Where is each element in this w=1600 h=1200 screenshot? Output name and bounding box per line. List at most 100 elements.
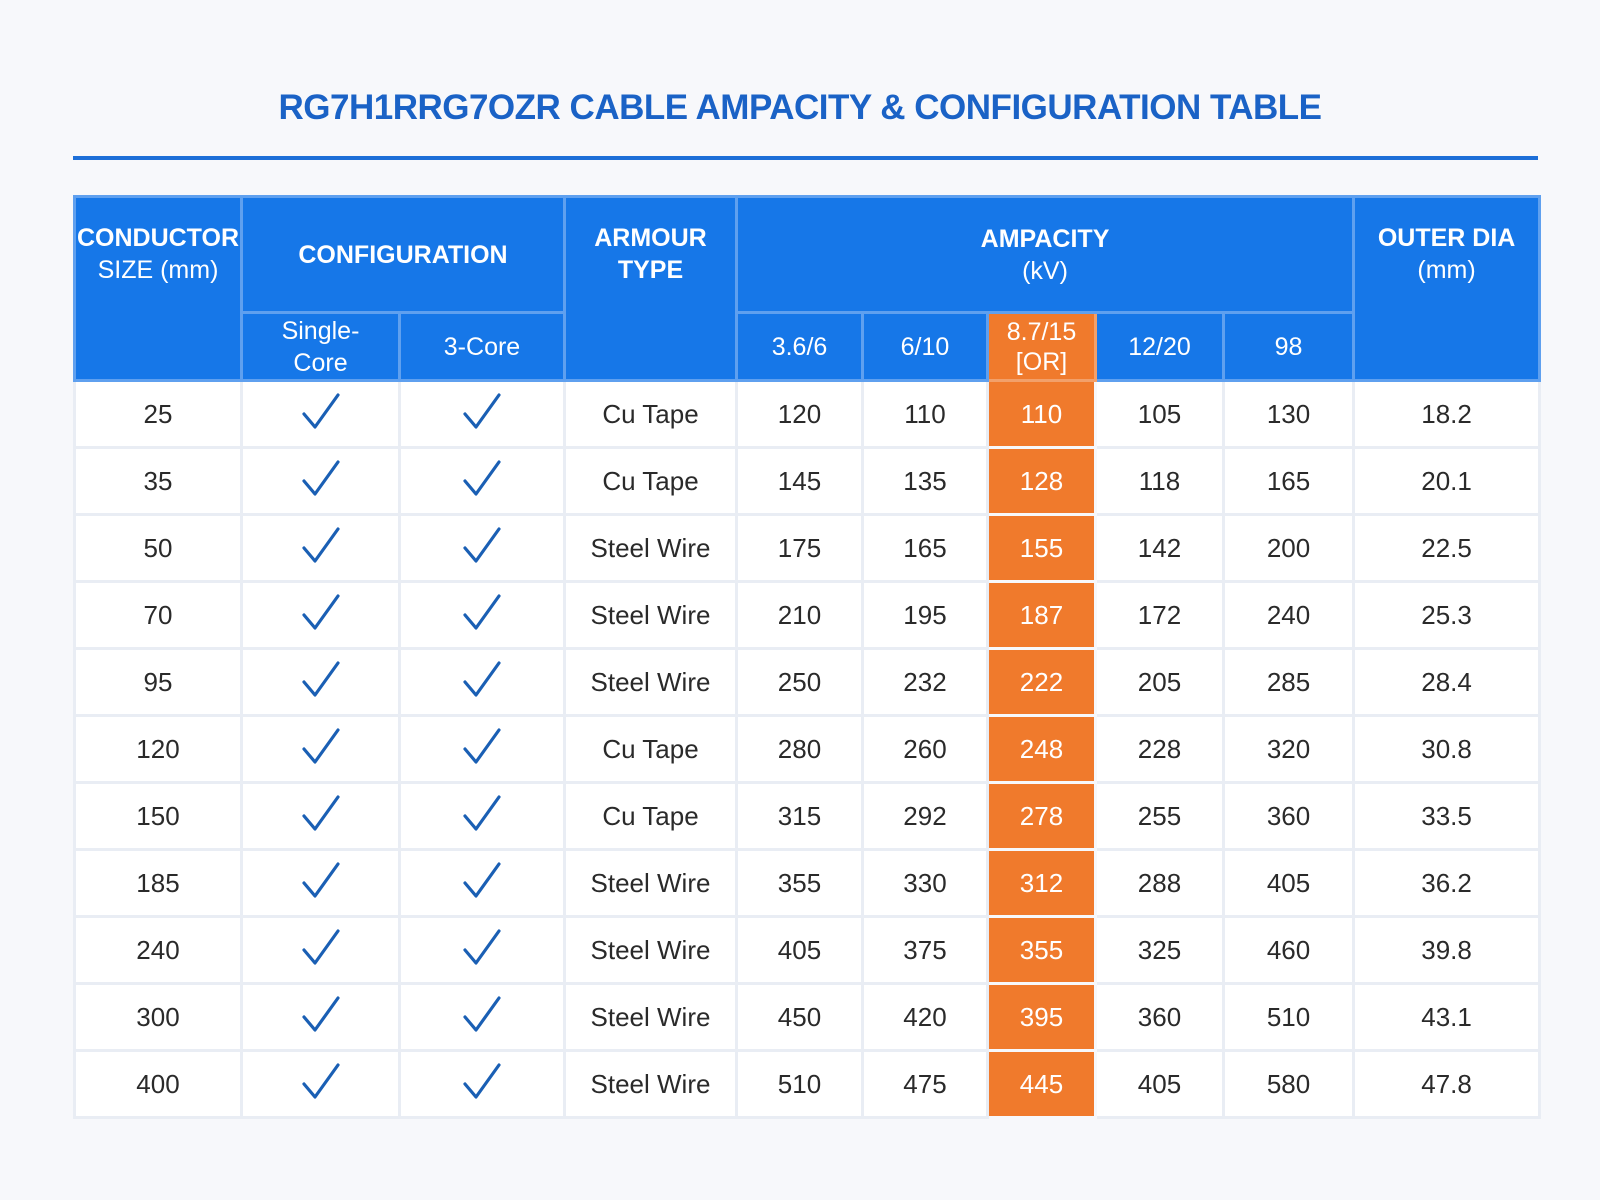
cell-conductor-size: 185 — [73, 848, 243, 918]
checkmark-icon — [301, 660, 340, 697]
checkmark-icon — [301, 459, 340, 496]
cell-amp-3-6-6: 250 — [735, 647, 864, 717]
checkmark-icon — [463, 1062, 501, 1099]
cell-outer-dia: 28.4 — [1352, 647, 1542, 717]
header-conductor-size: CONDUCTOR SIZE (mm) — [73, 195, 243, 382]
cell-armour-type: Steel Wire — [563, 647, 738, 717]
header-three-core: 3-Core — [398, 311, 566, 382]
checkmark-icon — [463, 928, 501, 965]
cell-single-core — [240, 848, 401, 918]
cell-three-core — [398, 982, 566, 1052]
cell-amp-8-7-15: 187 — [986, 580, 1097, 650]
table-row: 50 Steel Wire 175 165 155 142 200 22.5 — [73, 513, 1542, 583]
cell-armour-type: Steel Wire — [563, 915, 738, 985]
cell-three-core — [398, 446, 566, 516]
cell-amp-98: 285 — [1221, 647, 1356, 717]
table-row: 25 Cu Tape 120 110 110 105 130 18.2 — [73, 379, 1542, 449]
page-title: RG7H1RRG7OZR CABLE AMPACITY & CONFIGURAT… — [0, 88, 1600, 128]
cell-amp-6-10: 135 — [861, 446, 989, 516]
header-voltage-12-20: 12/20 — [1094, 311, 1225, 382]
cell-amp-8-7-15: 155 — [986, 513, 1097, 583]
cell-amp-12-20: 405 — [1094, 1049, 1225, 1119]
cell-three-core — [398, 379, 566, 449]
cell-amp-12-20: 105 — [1094, 379, 1225, 449]
cell-single-core — [240, 446, 401, 516]
cell-amp-8-7-15: 128 — [986, 446, 1097, 516]
cell-conductor-size: 400 — [73, 1049, 243, 1119]
cell-armour-type: Cu Tape — [563, 379, 738, 449]
cell-outer-dia: 47.8 — [1352, 1049, 1542, 1119]
cell-conductor-size: 35 — [73, 446, 243, 516]
cell-amp-6-10: 420 — [861, 982, 989, 1052]
checkmark-icon — [463, 593, 501, 630]
cell-amp-98: 165 — [1221, 446, 1356, 516]
header-ampacity: AMPACITY (kV) — [734, 195, 1356, 314]
cell-armour-type: Cu Tape — [563, 714, 738, 784]
checkmark-icon — [301, 861, 340, 898]
cell-amp-3-6-6: 510 — [735, 1049, 864, 1119]
cell-armour-type: Steel Wire — [563, 1049, 738, 1119]
header-voltage-6-10: 6/10 — [861, 311, 989, 382]
cell-amp-3-6-6: 145 — [735, 446, 864, 516]
title-underline — [73, 156, 1538, 160]
cell-outer-dia: 39.8 — [1352, 915, 1542, 985]
cell-single-core — [240, 580, 401, 650]
checkmark-icon — [301, 928, 340, 965]
title-right: RG7OZR CABLE AMPACITY & CONFIGURATION TA… — [417, 88, 1322, 127]
cell-amp-8-7-15: 395 — [986, 982, 1097, 1052]
checkmark-icon — [301, 794, 340, 831]
cell-amp-8-7-15: 312 — [986, 848, 1097, 918]
cell-amp-3-6-6: 280 — [735, 714, 864, 784]
cell-armour-type: Steel Wire — [563, 580, 738, 650]
table-row: 185 Steel Wire 355 330 312 288 405 36.2 — [73, 848, 1542, 918]
cell-amp-98: 320 — [1221, 714, 1356, 784]
cell-outer-dia: 36.2 — [1352, 848, 1542, 918]
cell-amp-6-10: 260 — [861, 714, 989, 784]
cell-amp-12-20: 142 — [1094, 513, 1225, 583]
checkmark-icon — [463, 392, 501, 429]
checkmark-icon — [463, 660, 501, 697]
cell-amp-6-10: 110 — [861, 379, 989, 449]
cell-amp-6-10: 195 — [861, 580, 989, 650]
cell-single-core — [240, 647, 401, 717]
cell-amp-3-6-6: 405 — [735, 915, 864, 985]
cell-armour-type: Cu Tape — [563, 446, 738, 516]
cell-three-core — [398, 915, 566, 985]
cell-three-core — [398, 1049, 566, 1119]
header-outer-dia: OUTER DIA (mm) — [1352, 195, 1542, 382]
cell-conductor-size: 150 — [73, 781, 243, 851]
cell-amp-3-6-6: 355 — [735, 848, 864, 918]
table-row: 70 Steel Wire 210 195 187 172 240 25.3 — [73, 580, 1542, 650]
cell-armour-type: Cu Tape — [563, 781, 738, 851]
checkmark-icon — [301, 995, 340, 1032]
cell-conductor-size: 240 — [73, 915, 243, 985]
cell-single-core — [240, 513, 401, 583]
cell-amp-8-7-15: 355 — [986, 915, 1097, 985]
cell-amp-12-20: 118 — [1094, 446, 1225, 516]
cell-amp-6-10: 475 — [861, 1049, 989, 1119]
cell-amp-8-7-15: 110 — [986, 379, 1097, 449]
checkmark-icon — [463, 526, 501, 563]
cell-conductor-size: 70 — [73, 580, 243, 650]
cell-outer-dia: 20.1 — [1352, 446, 1542, 516]
cell-outer-dia: 43.1 — [1352, 982, 1542, 1052]
cell-conductor-size: 25 — [73, 379, 243, 449]
checkmark-icon — [301, 1062, 340, 1099]
cell-amp-6-10: 375 — [861, 915, 989, 985]
cell-three-core — [398, 647, 566, 717]
cell-single-core — [240, 982, 401, 1052]
cell-amp-98: 460 — [1221, 915, 1356, 985]
header-single-core: Single- Core — [240, 311, 401, 382]
cell-conductor-size: 95 — [73, 647, 243, 717]
cell-amp-12-20: 228 — [1094, 714, 1225, 784]
cell-amp-98: 510 — [1221, 982, 1356, 1052]
cell-amp-98: 405 — [1221, 848, 1356, 918]
cell-amp-3-6-6: 450 — [735, 982, 864, 1052]
cell-single-core — [240, 1049, 401, 1119]
cell-amp-12-20: 360 — [1094, 982, 1225, 1052]
checkmark-icon — [463, 727, 501, 764]
table-row: 150 Cu Tape 315 292 278 255 360 33.5 — [73, 781, 1542, 851]
cell-amp-12-20: 255 — [1094, 781, 1225, 851]
header-voltage-98: 98 — [1221, 311, 1356, 382]
checkmark-icon — [301, 526, 340, 563]
